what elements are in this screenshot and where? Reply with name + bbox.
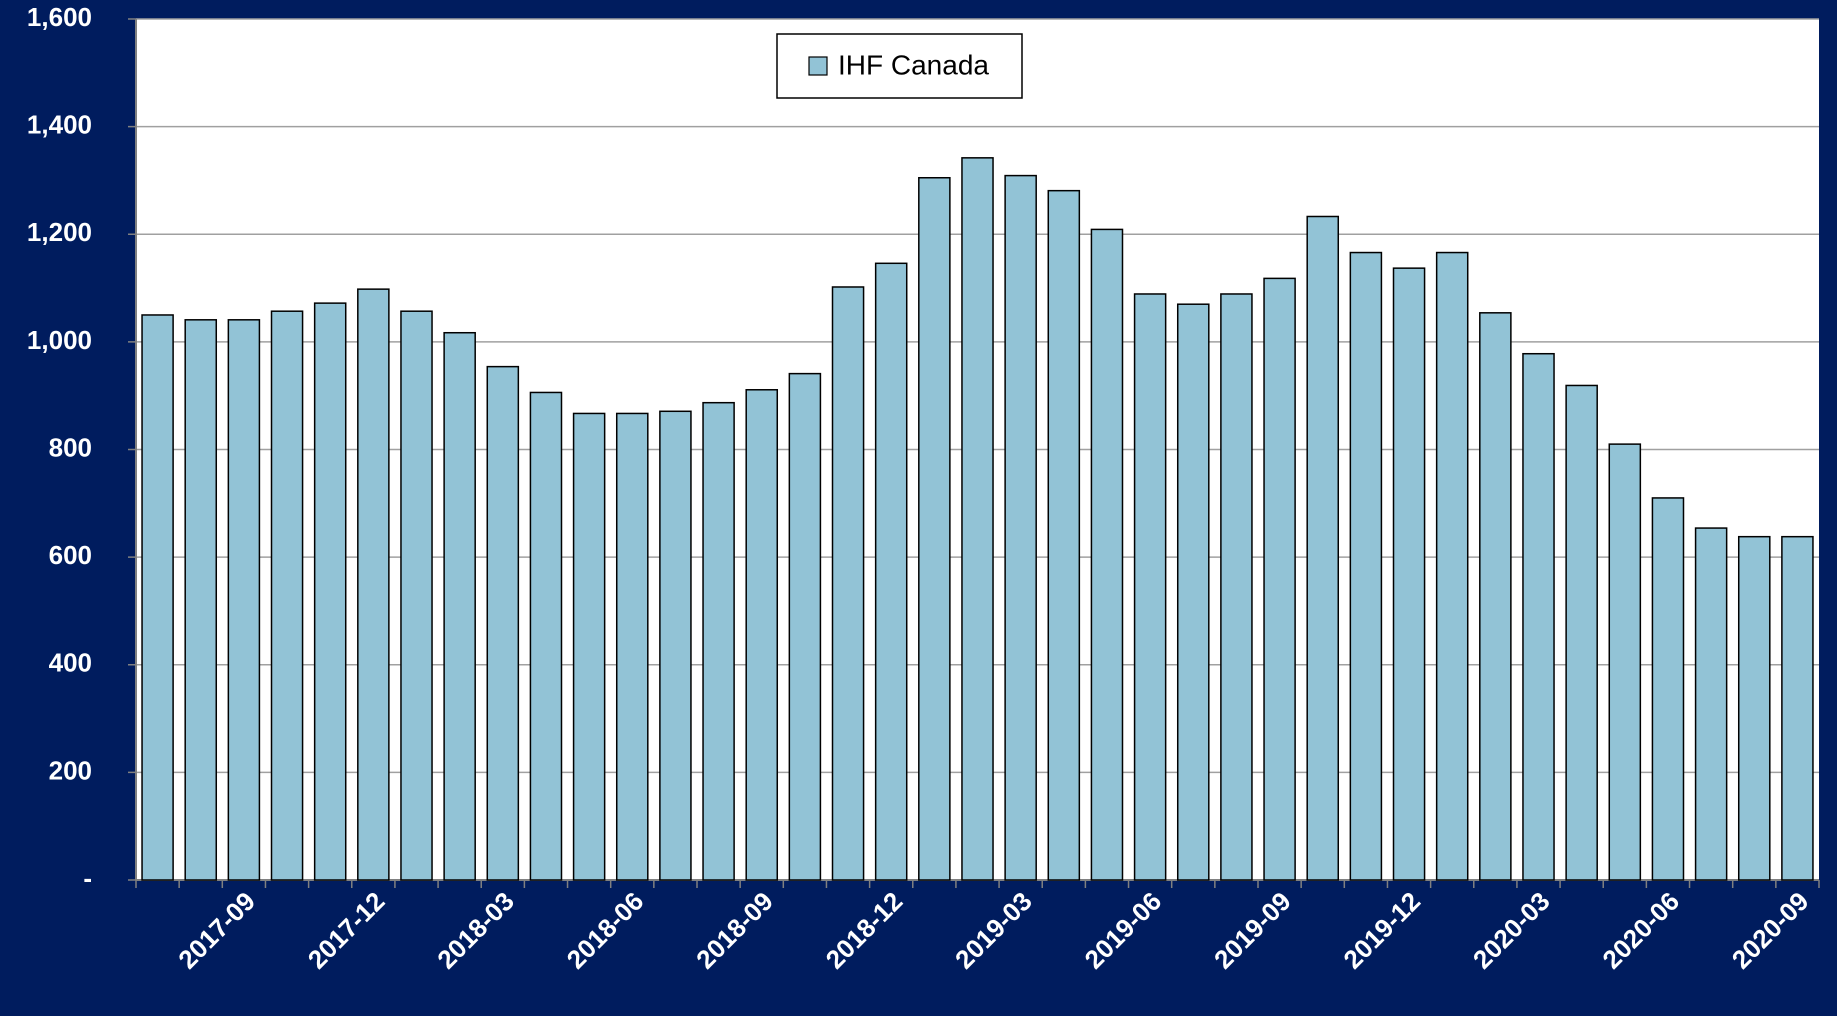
- bar: [313, 302, 347, 881]
- x-tick-label: 2017-12: [302, 886, 391, 975]
- bar: [1781, 535, 1814, 881]
- bar: [831, 286, 865, 881]
- y-tick-label: 400: [49, 648, 92, 678]
- bar: [1004, 174, 1037, 881]
- bar: [184, 319, 218, 881]
- x-tick-label: 2018-03: [431, 886, 520, 975]
- x-tick-label: 2019-06: [1079, 886, 1168, 975]
- y-tick-label: -: [83, 863, 92, 893]
- y-tick-label: 1,000: [27, 325, 92, 355]
- bar: [141, 314, 174, 881]
- bar: [1306, 215, 1340, 881]
- bar: [1176, 303, 1210, 881]
- y-tick-label: 1,200: [27, 217, 92, 247]
- bar: [1651, 497, 1685, 881]
- bar: [1349, 251, 1383, 881]
- bar: [1133, 293, 1167, 881]
- bar: [961, 157, 994, 881]
- bar: [918, 176, 951, 881]
- bar: [1435, 251, 1469, 881]
- x-tick-label: 2019-09: [1208, 886, 1297, 975]
- x-tick-label: 2018-06: [561, 886, 650, 975]
- bar: [1608, 443, 1642, 881]
- x-tick-label: 2020-03: [1467, 886, 1556, 975]
- bar: [615, 412, 649, 881]
- legend-label: IHF Canada: [838, 49, 989, 80]
- bar: [1392, 267, 1426, 881]
- bar: [1694, 527, 1728, 881]
- bar: [529, 391, 563, 881]
- y-tick-label: 1,600: [27, 2, 92, 32]
- legend-swatch: [808, 56, 828, 76]
- x-tick-label: 2017-09: [172, 886, 261, 975]
- bar: [270, 310, 304, 881]
- x-tick-label: 2019-03: [949, 886, 1038, 975]
- bar: [874, 262, 908, 881]
- bar: [1263, 277, 1296, 881]
- bar: [702, 401, 735, 881]
- x-tick-label: 2019-12: [1337, 886, 1426, 975]
- bar: [357, 288, 390, 881]
- x-tick-label: 2020-09: [1726, 886, 1815, 975]
- bar: [1479, 312, 1512, 881]
- bar: [1737, 535, 1771, 881]
- bar: [1090, 228, 1124, 881]
- bar: [788, 372, 822, 881]
- y-tick-label: 1,400: [27, 110, 92, 140]
- y-tick-label: 800: [49, 432, 92, 462]
- y-tick-label: 200: [49, 755, 92, 785]
- bar: [443, 331, 476, 881]
- bar: [227, 319, 261, 881]
- legend: IHF Canada: [776, 33, 1023, 99]
- bar: [745, 389, 779, 881]
- x-tick-label: 2020-06: [1596, 886, 1685, 975]
- bar: [572, 412, 606, 881]
- y-tick-label: 600: [49, 540, 92, 570]
- x-tick-label: 2018-12: [820, 886, 909, 975]
- bar: [1220, 293, 1253, 881]
- bar: [1522, 352, 1555, 881]
- bar: [659, 410, 692, 881]
- x-tick-label: 2018-09: [690, 886, 779, 975]
- bar: [486, 365, 520, 881]
- bar: [1047, 189, 1081, 881]
- bar: [400, 310, 433, 881]
- bar: [1565, 384, 1598, 881]
